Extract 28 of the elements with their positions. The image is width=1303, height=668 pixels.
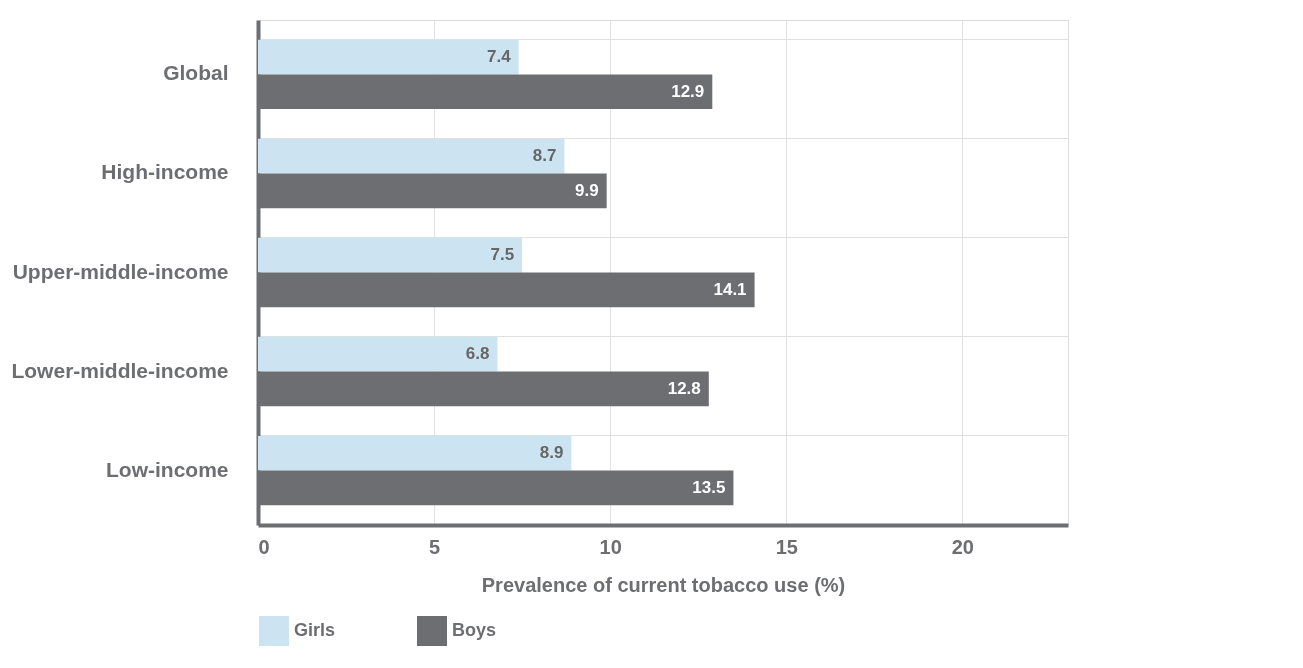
data-label: 9.9 [575,180,599,200]
legend-label: Boys [452,620,497,640]
bar [258,39,519,75]
bar [258,336,498,372]
bar [258,138,565,174]
data-label: 8.9 [539,443,564,463]
x-axis-title: Prevalence of current tobacco use (%) [481,573,846,596]
x-tick-label: 5 [429,535,441,558]
data-label: 14.1 [713,279,747,299]
legend-label: Girls [294,620,336,640]
x-tick-label: 15 [775,535,798,558]
data-label: 13.5 [692,477,726,497]
y-tick-label: Low-income [105,457,229,481]
bar [258,237,523,273]
y-tick-label: Global [163,61,229,85]
y-tick-label: Lower-middle-income [11,358,229,382]
y-tick-label: High-income [101,160,229,184]
data-label: 8.7 [532,146,557,166]
x-tick-label: 10 [599,535,622,558]
data-label: 6.8 [465,344,490,364]
x-tick-label: 20 [951,535,974,558]
data-label: 12.8 [667,378,701,398]
data-label: 12.9 [671,81,705,101]
x-tick-label: 0 [258,535,270,558]
data-label: 7.5 [490,245,515,265]
y-tick-label: Upper-middle-income [12,259,229,283]
data-label: 7.4 [486,47,512,67]
bar [258,435,572,471]
